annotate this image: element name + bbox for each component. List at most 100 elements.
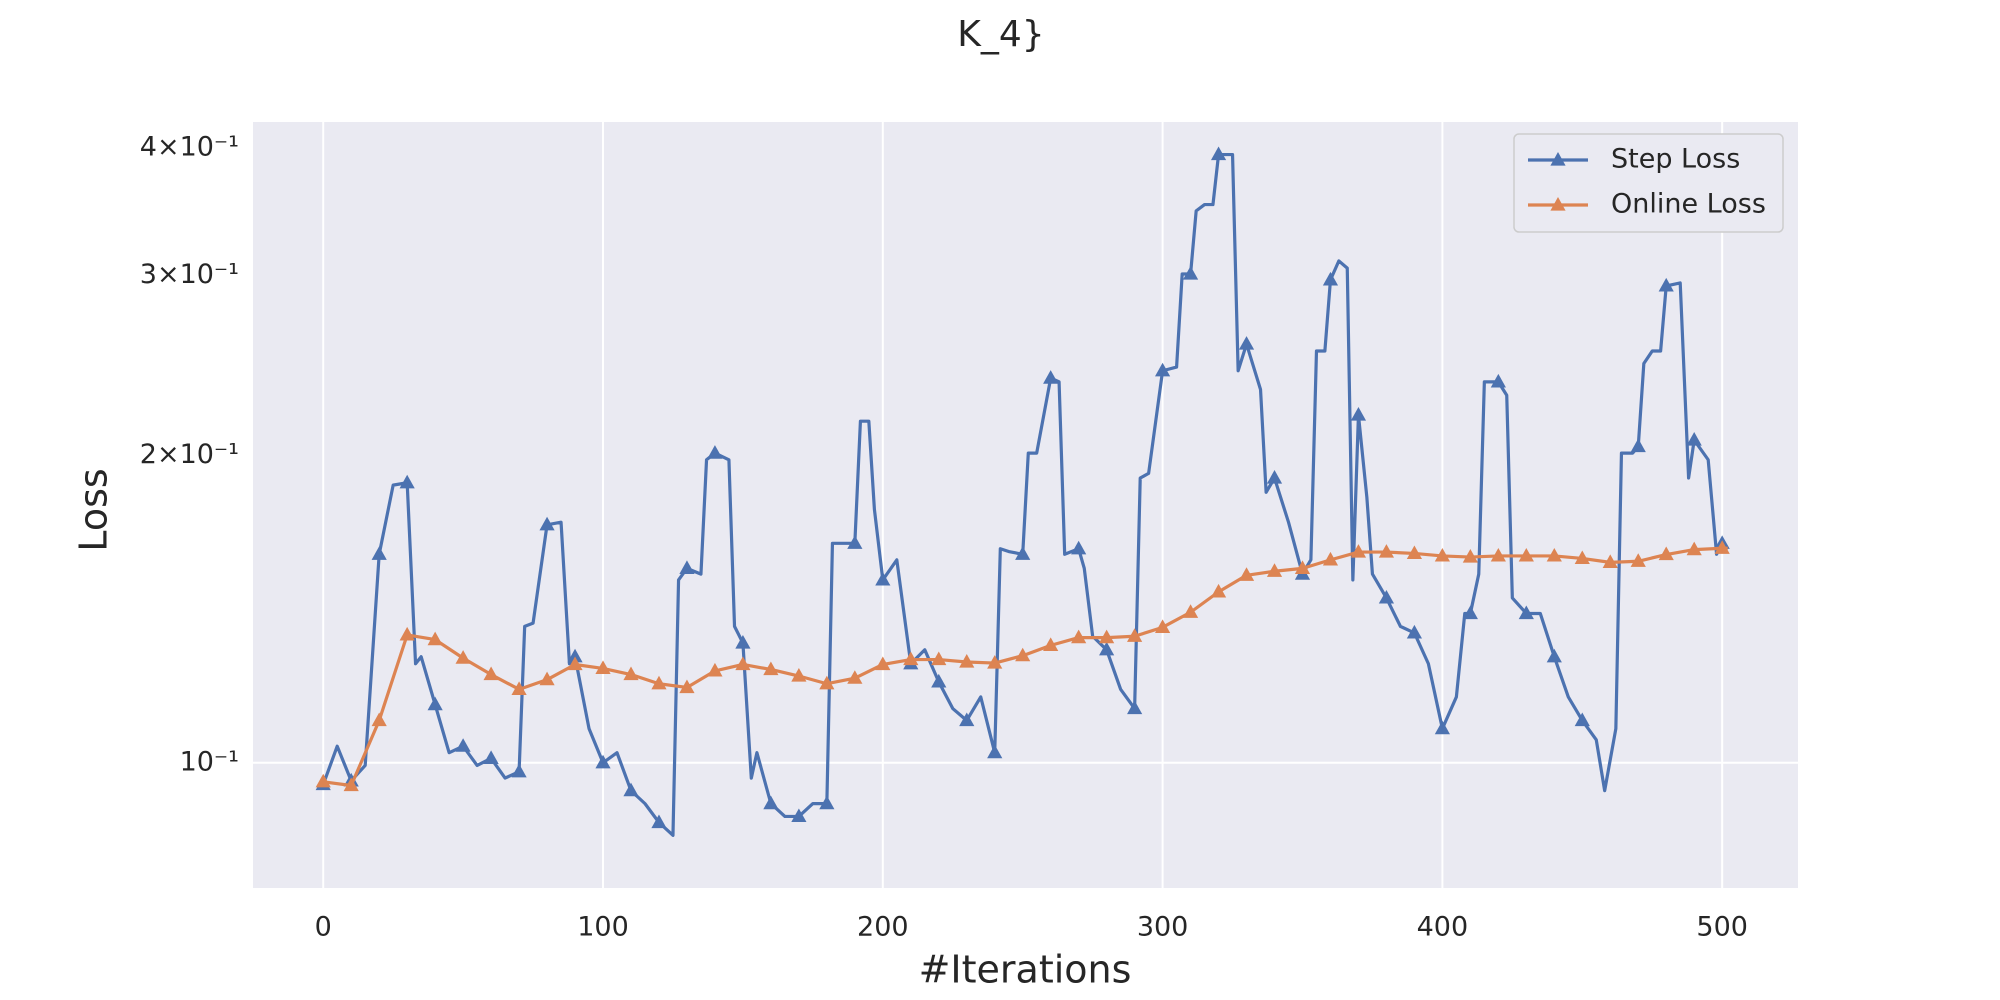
marker (735, 656, 751, 671)
y-tick-label: 4×10⁻¹ (140, 131, 239, 162)
marker (735, 634, 751, 649)
marker (1210, 146, 1227, 161)
marker (1574, 712, 1590, 727)
marker (987, 655, 1003, 669)
marker (1043, 370, 1059, 384)
marker (679, 679, 695, 694)
marker (1099, 629, 1115, 644)
y-tick-label: 3×10⁻¹ (140, 259, 239, 290)
marker (1210, 583, 1227, 598)
marker (1322, 271, 1339, 286)
marker (1154, 362, 1171, 377)
marker (427, 631, 443, 646)
marker (539, 516, 555, 531)
marker (875, 656, 891, 671)
marker (1350, 544, 1367, 558)
marker (1238, 567, 1255, 581)
marker (483, 666, 499, 681)
marker (819, 795, 835, 810)
marker (1434, 720, 1450, 735)
marker (455, 650, 471, 664)
marker (1462, 549, 1478, 563)
marker (1127, 700, 1143, 715)
marker (847, 535, 863, 549)
marker (763, 661, 779, 676)
marker (987, 744, 1003, 759)
x-tick-label: 100 (577, 912, 629, 943)
legend-marker (1550, 197, 1566, 211)
marker (1099, 641, 1115, 656)
marker (1686, 541, 1702, 556)
marker (595, 754, 611, 769)
x-tick-label: 0 (315, 912, 332, 943)
series-line (321, 152, 1729, 837)
marker (623, 666, 639, 681)
marker (1294, 560, 1311, 574)
y-axis-label: Loss (72, 468, 116, 551)
marker (623, 782, 639, 797)
marker (679, 560, 695, 574)
marker (1350, 407, 1367, 421)
marker (567, 656, 583, 671)
marker (1266, 470, 1283, 484)
marker (1658, 546, 1674, 561)
legend-marker (1550, 152, 1566, 166)
marker (1266, 563, 1283, 577)
marker (343, 777, 359, 792)
marker (791, 668, 807, 682)
marker (511, 681, 527, 695)
marker (399, 626, 415, 641)
marker (1602, 554, 1618, 568)
marker (1015, 546, 1031, 560)
legend: Step Loss Online Loss (1513, 133, 1784, 233)
marker (959, 712, 975, 727)
marker (539, 671, 555, 686)
marker (1238, 336, 1255, 350)
marker (931, 651, 947, 666)
y-tick-label: 10⁻¹ (180, 746, 239, 777)
marker (651, 675, 667, 690)
marker (511, 763, 527, 778)
marker (959, 654, 975, 668)
marker (455, 738, 471, 752)
marker (1154, 619, 1171, 633)
marker (1518, 605, 1534, 620)
plot (315, 146, 1730, 837)
marker (1490, 547, 1506, 562)
marker (1546, 547, 1562, 562)
marker (1182, 265, 1199, 280)
marker (1630, 553, 1646, 567)
marker (1658, 277, 1674, 292)
marker (315, 773, 331, 788)
marker (1518, 547, 1534, 562)
marker (483, 750, 499, 764)
marker (903, 651, 919, 666)
marker (1490, 373, 1506, 388)
marker (1378, 544, 1395, 558)
marker (1378, 589, 1395, 604)
marker (1630, 438, 1646, 453)
chart-title: K_4} (957, 14, 1044, 55)
marker (1406, 624, 1423, 639)
marker (1574, 550, 1590, 565)
marker (1182, 604, 1199, 618)
marker (707, 662, 723, 677)
marker (1071, 540, 1087, 555)
marker (1015, 647, 1031, 662)
marker (1434, 547, 1450, 562)
marker (1127, 628, 1143, 642)
x-tick-label: 200 (857, 912, 909, 943)
marker (427, 696, 443, 711)
marker (707, 445, 723, 459)
marker (399, 474, 415, 489)
marker (1546, 648, 1562, 663)
marker (763, 795, 779, 810)
marker (567, 648, 583, 663)
marker (1043, 637, 1059, 651)
marker (1714, 540, 1730, 554)
marker (875, 571, 891, 586)
marker (791, 808, 807, 823)
y-tick-label: 2×10⁻¹ (140, 439, 239, 470)
series-line (323, 546, 1728, 788)
